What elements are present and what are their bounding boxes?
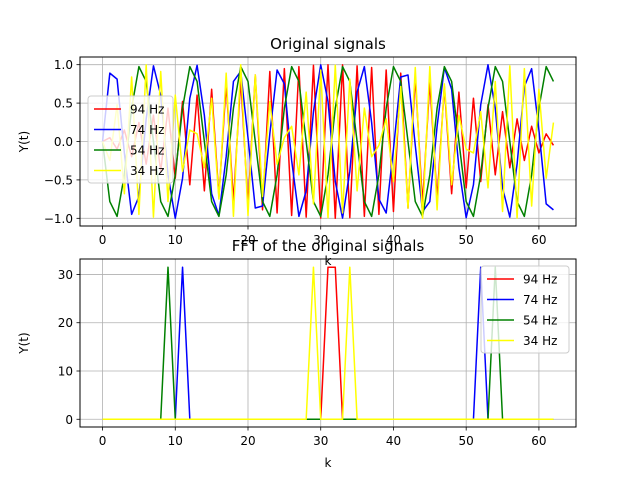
x-tick-label: 20 bbox=[240, 233, 255, 247]
x-tick-label: 30 bbox=[313, 434, 328, 448]
series-lines bbox=[102, 266, 554, 421]
x-tick-label: 10 bbox=[168, 233, 183, 247]
chart-original-signals: 0 10 20 30 40 50 60 −1.0 −0.5 0.0 0.5 1.0 Original … bbox=[17, 35, 577, 268]
legend: 94 Hz 74 Hz 54 Hz 34 Hz bbox=[87, 95, 174, 184]
x-tick-label: 40 bbox=[386, 233, 401, 247]
chart-title: Original signals bbox=[270, 35, 386, 53]
x-tick-label: 60 bbox=[531, 233, 546, 247]
y-tick-label: 0 bbox=[65, 413, 73, 427]
y-axis-label: Y(t) bbox=[17, 131, 31, 153]
legend: 94 Hz 74 Hz 54 Hz 34 Hz bbox=[480, 265, 570, 354]
x-tick-label: 30 bbox=[313, 233, 328, 247]
x-tick-label: 0 bbox=[99, 434, 107, 448]
series-lines bbox=[101, 63, 555, 220]
y-tick-label: 1.0 bbox=[54, 58, 73, 72]
legend-label: 74 Hz bbox=[523, 293, 557, 307]
series-line-34-hz bbox=[102, 266, 554, 421]
ticks: 0 10 20 30 40 50 60 −1.0 −0.5 0.0 0.5 1.0 bbox=[44, 58, 547, 247]
series-line-74-hz bbox=[101, 63, 554, 220]
x-tick-label: 20 bbox=[240, 434, 255, 448]
chart-title: FFT of the original signals bbox=[232, 237, 425, 255]
legend-label: 34 Hz bbox=[130, 164, 164, 178]
y-tick-label: −0.5 bbox=[44, 173, 73, 187]
y-tick-label: 0.5 bbox=[54, 97, 73, 111]
series-line-54-hz bbox=[101, 65, 555, 218]
legend-label: 34 Hz bbox=[523, 334, 557, 348]
series-line-34-hz bbox=[101, 63, 555, 220]
x-axis-label: k bbox=[325, 254, 332, 268]
y-tick-label: 10 bbox=[58, 365, 73, 379]
x-tick-label: 40 bbox=[386, 434, 401, 448]
ticks: 0 10 20 30 40 50 60 0 10 20 30 bbox=[58, 268, 547, 448]
legend-label: 54 Hz bbox=[130, 144, 164, 158]
legend-label: 94 Hz bbox=[130, 103, 164, 117]
chart-fft: 0 10 20 30 40 50 60 0 10 20 30 FFT of the original… bbox=[17, 237, 577, 470]
x-tick-label: 50 bbox=[459, 233, 474, 247]
legend-label: 74 Hz bbox=[130, 123, 164, 137]
x-tick-label: 0 bbox=[99, 233, 107, 247]
y-axis-label: Y(t) bbox=[17, 332, 31, 354]
x-tick-label: 50 bbox=[459, 434, 474, 448]
x-axis-label: k bbox=[325, 456, 332, 470]
y-tick-label: 0.0 bbox=[54, 135, 73, 149]
legend-label: 94 Hz bbox=[523, 273, 557, 287]
x-tick-label: 60 bbox=[531, 434, 546, 448]
legend-box bbox=[480, 265, 570, 354]
y-tick-label: 20 bbox=[58, 316, 73, 330]
legend-label: 54 Hz bbox=[523, 314, 557, 328]
y-tick-label: 30 bbox=[58, 268, 73, 282]
x-tick-label: 10 bbox=[168, 434, 183, 448]
y-tick-label: −1.0 bbox=[44, 212, 73, 226]
legend-box bbox=[87, 95, 174, 184]
plot-frame bbox=[79, 258, 577, 428]
